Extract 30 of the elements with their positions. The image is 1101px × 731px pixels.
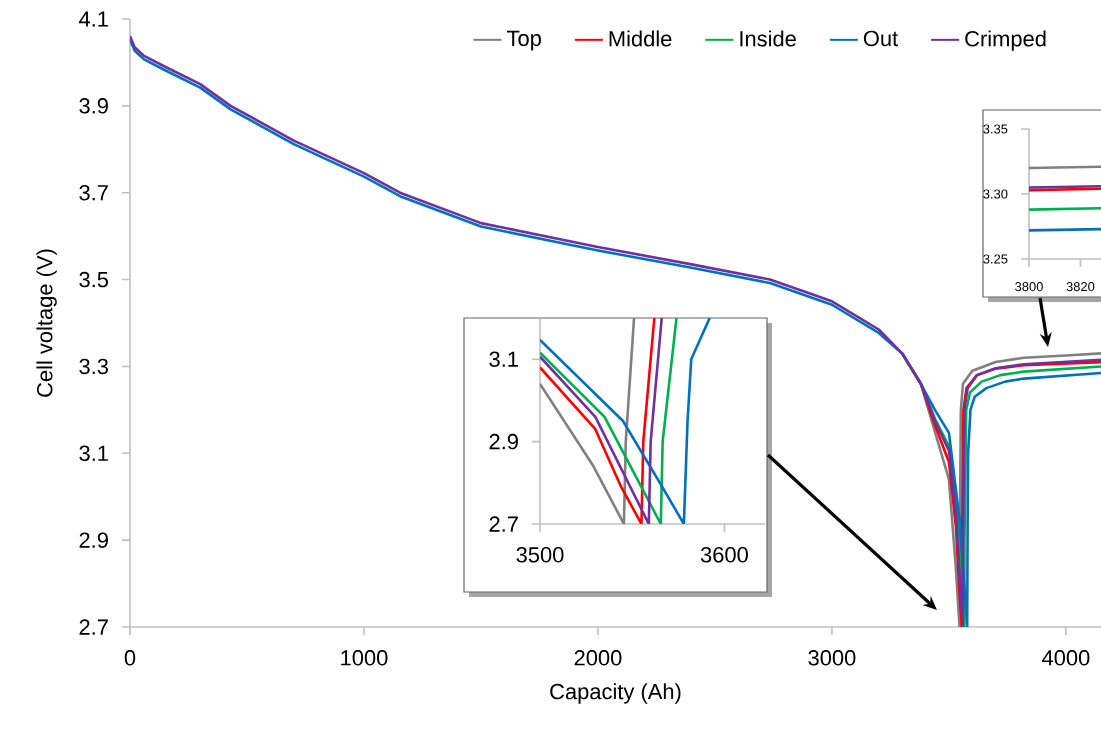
y-tick-label: 3.35 <box>983 124 1008 134</box>
legend-label: Inside <box>740 30 796 47</box>
legend-label: Out <box>863 30 899 47</box>
y-tick-label: 3.7 <box>79 184 108 201</box>
y-tick-label: 2.9 <box>489 433 518 450</box>
y-tick-label: 2.7 <box>489 516 518 532</box>
y-tick-label: 4.1 <box>78 11 108 27</box>
y-axis-title: Cell voltage (V) <box>36 249 57 397</box>
x-tick-label: 3820 <box>1066 282 1095 292</box>
y-tick-label: 3.5 <box>79 271 109 288</box>
x-tick-label: 4000 <box>1042 650 1090 666</box>
x-tick-label: 2000 <box>574 650 622 666</box>
y-tick-label: 3.25 <box>983 254 1008 264</box>
x-tick-label: 1000 <box>341 650 388 666</box>
y-tick-label: 2.7 <box>79 619 108 635</box>
y-tick-label: 3.1 <box>489 351 518 367</box>
y-tick-label: 3.30 <box>983 189 1008 199</box>
x-axis-title: Capacity (Ah) <box>550 683 681 704</box>
y-tick-label: 3.3 <box>79 358 108 375</box>
x-tick-label: 3500 <box>516 547 564 563</box>
x-tick-label: 3000 <box>808 650 856 666</box>
legend-label: Crimped <box>965 30 1046 51</box>
y-tick-label: 3.1 <box>79 445 108 462</box>
x-tick-label: 3600 <box>700 547 748 563</box>
x-tick-label: 3800 <box>1015 282 1043 292</box>
y-tick-label: 2.9 <box>79 532 108 548</box>
legend-label: Top <box>507 30 541 51</box>
y-tick-label: 3.9 <box>79 98 108 114</box>
legend-label: Middle <box>609 30 672 47</box>
x-tick-label: 0 <box>124 650 136 666</box>
